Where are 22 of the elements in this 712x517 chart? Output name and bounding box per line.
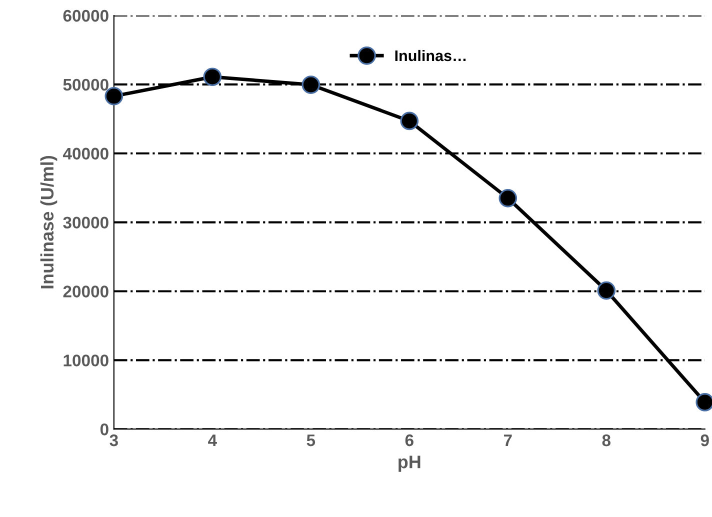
- point: [597, 281, 616, 300]
- y-axis-title: Inulinase (U/ml): [40, 156, 58, 288]
- y-tick-label: 50000: [63, 78, 108, 91]
- y-tick-label: 30000: [63, 216, 108, 229]
- y-tick-label: 0: [100, 424, 108, 436]
- y-tick-label: 20000: [63, 286, 108, 298]
- point: [203, 68, 222, 86]
- x-tick-label: 4: [208, 434, 217, 446]
- point: [302, 76, 320, 94]
- x-tick-label: 3: [110, 434, 118, 446]
- y-tick-label: 60000: [63, 10, 108, 22]
- x-tick-label: 5: [306, 434, 316, 446]
- x-axis-title: pH: [398, 456, 420, 472]
- x-tick-label: 8: [602, 434, 611, 446]
- y-tick-label: 10000: [64, 354, 108, 366]
- point: [498, 189, 518, 208]
- legend-label: Inulinas…: [395, 50, 466, 62]
- point: [400, 112, 419, 130]
- x-tick-label: 6: [405, 434, 414, 446]
- x-tick-label: 9: [700, 434, 709, 446]
- x-tick-label: 7: [504, 434, 512, 446]
- y-tick-label: 40000: [62, 148, 108, 160]
